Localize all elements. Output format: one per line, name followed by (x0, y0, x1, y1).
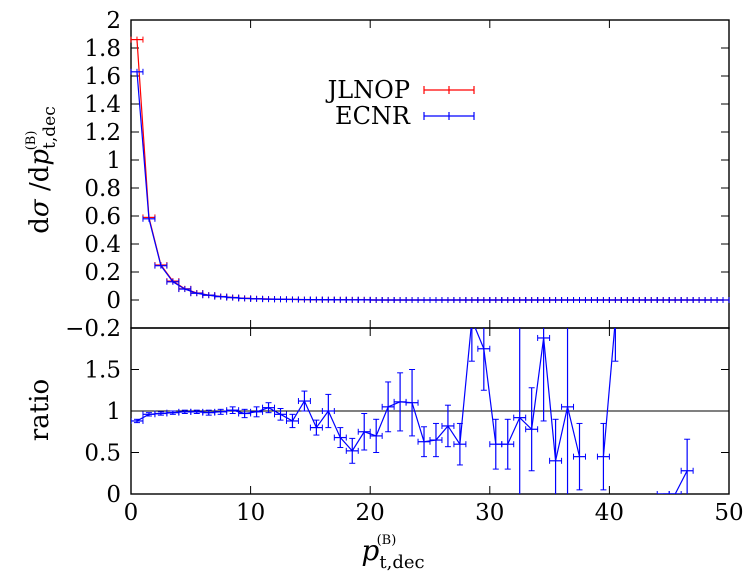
ratio-series-line (663, 470, 688, 494)
ratio-point (477, 328, 491, 391)
ratio-y-axis-label: ratio (25, 379, 55, 441)
main-y-tick-label: 1.8 (84, 36, 121, 62)
ratio-point (668, 491, 682, 494)
ratio-series-line (602, 328, 616, 457)
ratio-point (549, 418, 563, 494)
x-tick-label: 50 (714, 500, 743, 526)
legend-swatch-jlnop (423, 86, 475, 94)
ratio-point (345, 437, 359, 464)
main-y-tick-label: 2 (106, 8, 121, 34)
x-tick-label: 20 (356, 500, 385, 526)
main-point-ecnr (130, 68, 144, 75)
ratio-point (321, 393, 335, 429)
ratio-point (297, 390, 311, 412)
x-tick-label: 0 (124, 500, 139, 526)
ratio-point (309, 419, 323, 436)
legend-label-jlnop: JLNOP (325, 76, 410, 104)
ratio-point (489, 418, 503, 470)
main-point-ecnr (166, 278, 180, 285)
ratio-y-tick-label: 0 (106, 482, 121, 508)
ratio-point (202, 409, 216, 416)
main-y-tick-label: 0.4 (84, 232, 121, 258)
main-y-tick-label: 0.2 (84, 260, 121, 286)
ratio-point (441, 404, 455, 448)
ratio-point (274, 408, 287, 421)
main-y-tick-label: −0.2 (65, 316, 121, 342)
ratio-point (525, 387, 539, 472)
main-panel: −0.200.20.40.60.811.21.41.61.82 (65, 8, 730, 342)
main-y-axis-label: dσ /dpt,dec(B) (24, 106, 60, 233)
ratio-panel: 0 0.5 1 1.5 0 10 20 30 40 50 (84, 327, 744, 526)
x-tick-label: 40 (595, 500, 624, 526)
x-axis-label: pt,dec(B) (361, 533, 424, 573)
main-y-tick-label: 1.4 (84, 92, 121, 118)
main-y-tick-label: 1 (106, 148, 121, 174)
main-y-tick-label: 1.2 (84, 120, 121, 146)
main-point-ecnr (716, 297, 730, 303)
ratio-point (369, 418, 383, 453)
ratio-point (405, 369, 419, 437)
ratio-y-tick-label: 1 (106, 399, 121, 425)
ratio-point (537, 328, 551, 422)
ratio-point (131, 417, 144, 424)
ratio-point (226, 406, 240, 414)
main-y-tick-label: 0.8 (84, 176, 121, 202)
ratio-point (333, 427, 347, 449)
main-y-tick-label: 0 (106, 288, 121, 314)
ratio-point (596, 422, 610, 491)
x-tick-label: 30 (475, 500, 504, 526)
main-y-tick-label: 1.6 (84, 64, 121, 90)
legend-swatch-ecnr (423, 112, 475, 120)
main-point-ecnr (142, 215, 156, 222)
ratio-point (501, 418, 515, 470)
ratio-series (131, 328, 694, 494)
ratio-point (453, 422, 467, 466)
x-tick-label: 10 (236, 500, 265, 526)
ratio-point (680, 438, 694, 494)
main-y-tick-label: 0.6 (84, 204, 121, 230)
ratio-point (262, 402, 276, 414)
main-point-ecnr (154, 262, 168, 269)
ratio-point (154, 410, 168, 417)
ratio-y-tick-label: 1.5 (84, 358, 121, 384)
ratio-point (357, 412, 371, 451)
ratio-point (468, 328, 475, 362)
ratio-point (513, 328, 527, 494)
ratio-point (429, 422, 443, 458)
ratio-point (285, 413, 299, 429)
legend: JLNOP ECNR (325, 76, 475, 130)
ratio-point (561, 328, 575, 494)
ratio-y-tick-label: 0.5 (84, 441, 121, 467)
ratio-point (573, 422, 586, 491)
ratio-point (612, 328, 619, 362)
main-point-jlnop (130, 36, 144, 43)
legend-label-ecnr: ECNR (335, 102, 411, 130)
